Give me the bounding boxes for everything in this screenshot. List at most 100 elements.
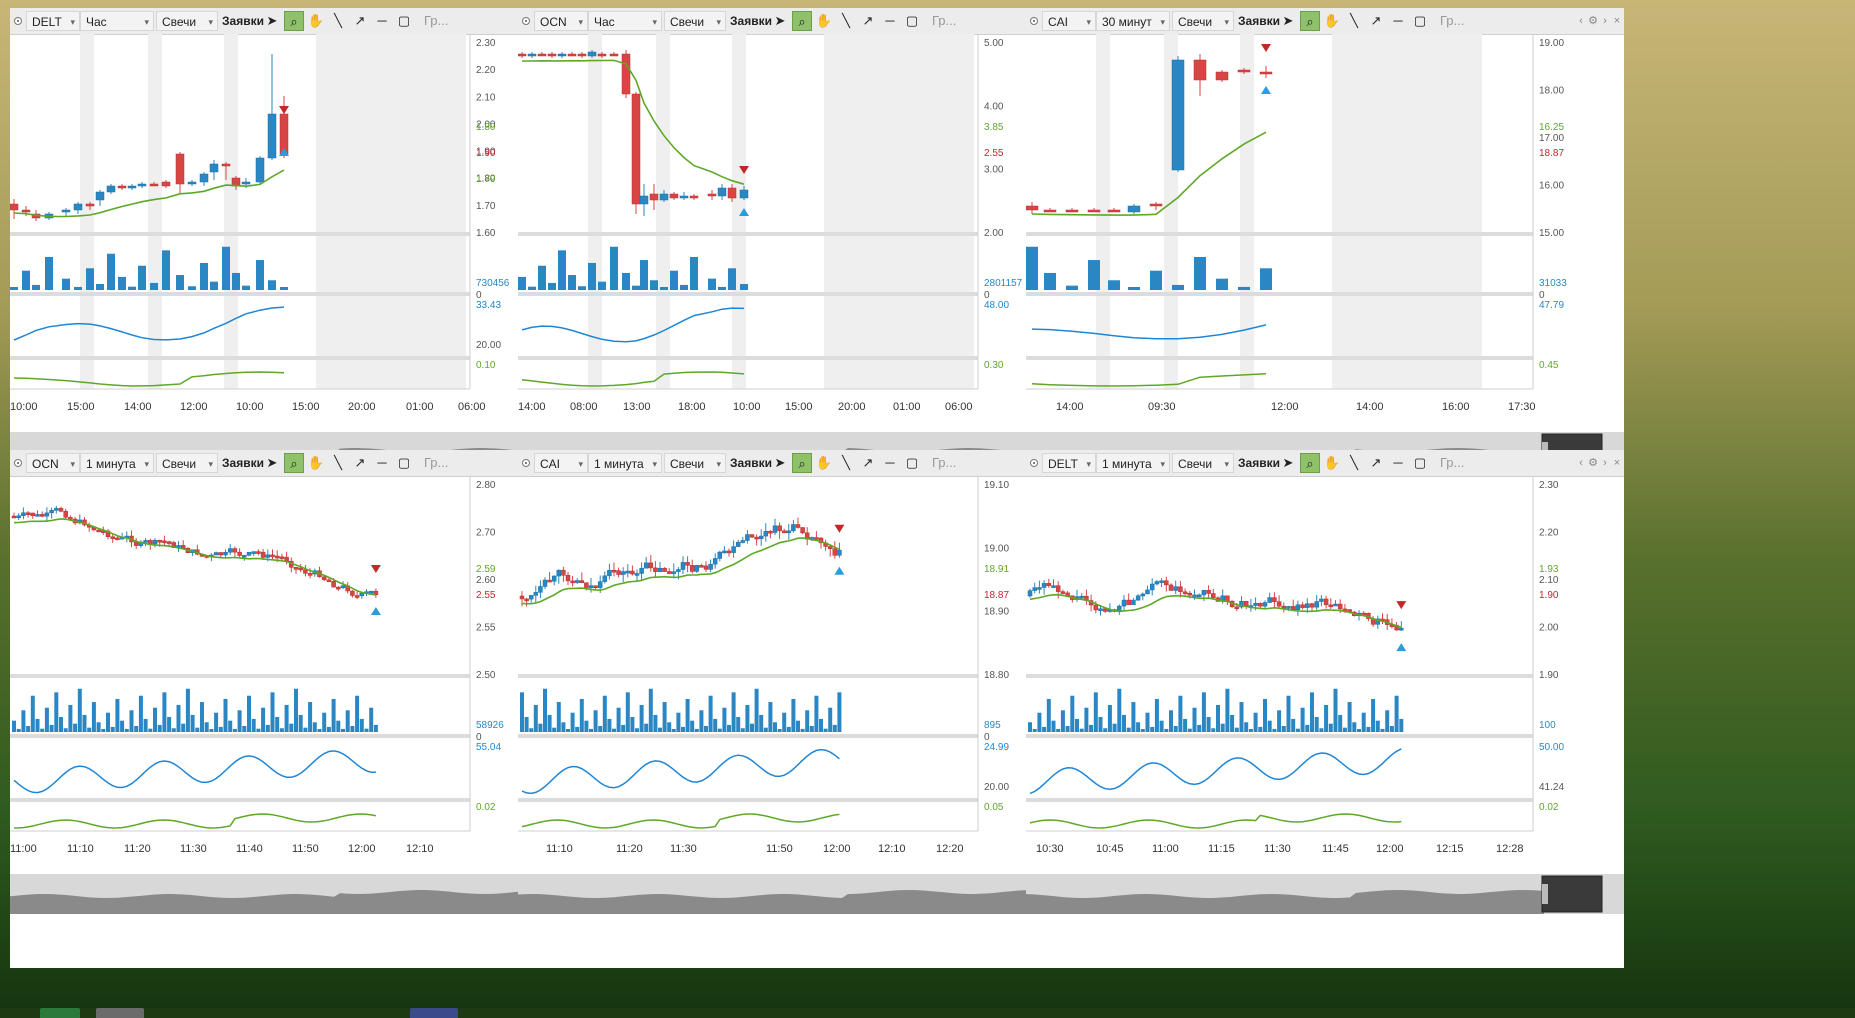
- zoom-icon[interactable]: ⌕: [284, 453, 304, 473]
- taskbar-app-terminal-icon[interactable]: [410, 1008, 458, 1018]
- pane-separator[interactable]: [10, 798, 470, 802]
- instrument-select[interactable]: OCN ▾: [26, 453, 80, 473]
- gear-icon[interactable]: ⚙: [1588, 457, 1598, 469]
- hand-pan-icon[interactable]: ✋: [307, 13, 325, 28]
- zoom-icon[interactable]: ⌕: [284, 11, 304, 31]
- interval-select[interactable]: Час ▾: [588, 11, 662, 31]
- line-tool-icon[interactable]: ╲: [1350, 13, 1358, 28]
- instrument-select[interactable]: DELT ▾: [1042, 453, 1096, 473]
- line-tool-icon[interactable]: ╲: [334, 13, 342, 28]
- cursor-icon[interactable]: ➤: [774, 455, 786, 470]
- orders-button[interactable]: Заявки: [1238, 14, 1280, 28]
- cursor-icon[interactable]: ➤: [266, 13, 278, 28]
- chart-type-select[interactable]: Свечи ▾: [1172, 453, 1234, 473]
- orders-button[interactable]: Заявки: [730, 14, 772, 28]
- hand-pan-icon[interactable]: ✋: [1323, 455, 1341, 470]
- pane-separator[interactable]: [518, 674, 978, 678]
- interval-select[interactable]: 30 минут ▾: [1096, 11, 1170, 31]
- zoom-icon[interactable]: ⌕: [1300, 453, 1320, 473]
- chart-type-select[interactable]: Свечи ▾: [156, 453, 218, 473]
- line-tool-icon[interactable]: ╲: [842, 13, 850, 28]
- pane-separator[interactable]: [518, 356, 978, 360]
- zoom-icon[interactable]: ⌕: [792, 11, 812, 31]
- rectangle-tool-icon[interactable]: ▢: [1413, 455, 1427, 470]
- navigator-window-handle[interactable]: [1541, 875, 1603, 913]
- horizontal-line-icon[interactable]: ─: [377, 455, 387, 470]
- instrument-select[interactable]: CAI ▾: [534, 453, 588, 473]
- orders-button[interactable]: Заявки: [730, 456, 772, 470]
- navigator-scrollbar[interactable]: [1026, 874, 1624, 914]
- chevron-right-icon[interactable]: ›: [1603, 457, 1607, 469]
- chevron-left-icon[interactable]: ‹: [1579, 457, 1583, 469]
- taskbar-app-browser-icon[interactable]: [96, 1008, 144, 1018]
- pane-separator[interactable]: [10, 292, 470, 296]
- line-tool-icon[interactable]: ╲: [1350, 455, 1358, 470]
- chart-type-select[interactable]: Свечи ▾: [1172, 11, 1234, 31]
- orders-button[interactable]: Заявки: [222, 14, 264, 28]
- interval-select[interactable]: 1 минута ▾: [588, 453, 662, 473]
- pane-separator[interactable]: [10, 734, 470, 738]
- horizontal-line-icon[interactable]: ─: [1393, 13, 1403, 28]
- pane-separator[interactable]: [1026, 356, 1533, 360]
- line-tool-icon[interactable]: ╲: [334, 455, 342, 470]
- chart-link-indicator-icon[interactable]: [14, 17, 22, 25]
- chart-link-indicator-icon[interactable]: [522, 459, 530, 467]
- pane-separator[interactable]: [10, 232, 470, 236]
- cursor-icon[interactable]: ➤: [774, 13, 786, 28]
- chart-link-indicator-icon[interactable]: [1030, 459, 1038, 467]
- pane-separator[interactable]: [1026, 798, 1533, 802]
- arrow-tool-icon[interactable]: ↗: [862, 13, 874, 28]
- horizontal-line-icon[interactable]: ─: [885, 455, 895, 470]
- rectangle-tool-icon[interactable]: ▢: [397, 13, 411, 28]
- zoom-icon[interactable]: ⌕: [792, 453, 812, 473]
- instrument-select[interactable]: CAI ▾: [1042, 11, 1096, 31]
- cursor-icon[interactable]: ➤: [1282, 13, 1294, 28]
- arrow-tool-icon[interactable]: ↗: [862, 455, 874, 470]
- chart-canvas[interactable]: 19.00 18.00 17.00 16.00 15.00 18.87 16.25 31033…: [1026, 34, 1624, 500]
- rectangle-tool-icon[interactable]: ▢: [905, 13, 919, 28]
- pane-separator[interactable]: [1026, 734, 1533, 738]
- gear-icon[interactable]: ⚙: [1588, 15, 1598, 27]
- line-tool-icon[interactable]: ╲: [842, 455, 850, 470]
- chart-type-select[interactable]: Свечи ▾: [156, 11, 218, 31]
- arrow-tool-icon[interactable]: ↗: [354, 13, 366, 28]
- taskbar-app-excel-icon[interactable]: [40, 1008, 80, 1018]
- arrow-tool-icon[interactable]: ↗: [354, 455, 366, 470]
- instrument-select[interactable]: OCN ▾: [534, 11, 588, 31]
- pane-separator[interactable]: [518, 292, 978, 296]
- instrument-select[interactable]: DELT ▾: [26, 11, 80, 31]
- interval-select[interactable]: 1 минута ▾: [80, 453, 154, 473]
- arrow-tool-icon[interactable]: ↗: [1370, 455, 1382, 470]
- chart-type-select[interactable]: Свечи ▾: [664, 11, 726, 31]
- chart-type-select[interactable]: Свечи ▾: [664, 453, 726, 473]
- pane-separator[interactable]: [10, 674, 470, 678]
- pane-separator[interactable]: [10, 356, 470, 360]
- horizontal-line-icon[interactable]: ─: [1393, 455, 1403, 470]
- hand-pan-icon[interactable]: ✋: [1323, 13, 1341, 28]
- chart-link-indicator-icon[interactable]: [1030, 17, 1038, 25]
- rectangle-tool-icon[interactable]: ▢: [397, 455, 411, 470]
- horizontal-line-icon[interactable]: ─: [885, 13, 895, 28]
- hand-pan-icon[interactable]: ✋: [815, 455, 833, 470]
- hand-pan-icon[interactable]: ✋: [307, 455, 325, 470]
- horizontal-line-icon[interactable]: ─: [377, 13, 387, 28]
- chart-link-indicator-icon[interactable]: [522, 17, 530, 25]
- pane-separator[interactable]: [518, 232, 978, 236]
- orders-button[interactable]: Заявки: [222, 456, 264, 470]
- zoom-icon[interactable]: ⌕: [1300, 11, 1320, 31]
- close-icon[interactable]: ×: [1613, 457, 1621, 469]
- cursor-icon[interactable]: ➤: [1282, 455, 1294, 470]
- chart-canvas[interactable]: 2.30 2.20 2.10 2.00 1.90 1.90 1.93 100 50.00 41.2…: [1026, 476, 1624, 942]
- pane-separator[interactable]: [518, 734, 978, 738]
- pane-separator[interactable]: [1026, 674, 1533, 678]
- rectangle-tool-icon[interactable]: ▢: [1413, 13, 1427, 28]
- close-icon[interactable]: ×: [1613, 15, 1621, 27]
- interval-select[interactable]: Час ▾: [80, 11, 154, 31]
- chart-link-indicator-icon[interactable]: [14, 459, 22, 467]
- chevron-left-icon[interactable]: ‹: [1579, 15, 1583, 27]
- hand-pan-icon[interactable]: ✋: [815, 13, 833, 28]
- arrow-tool-icon[interactable]: ↗: [1370, 13, 1382, 28]
- pane-separator[interactable]: [1026, 292, 1533, 296]
- chevron-right-icon[interactable]: ›: [1603, 15, 1607, 27]
